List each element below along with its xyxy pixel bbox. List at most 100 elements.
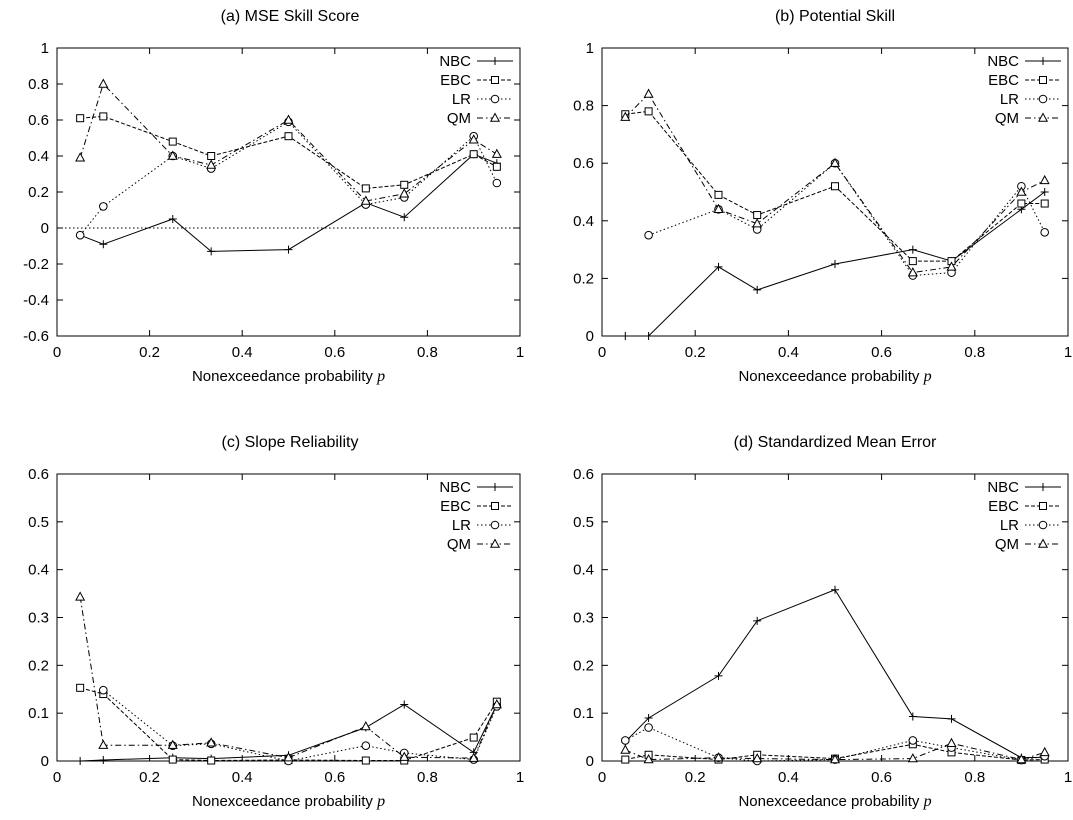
- series-line-qm: [79, 596, 498, 759]
- x-tick-label: 1: [1064, 769, 1072, 786]
- legend-marker: [1039, 76, 1047, 84]
- y-tick-label: -0.6: [23, 328, 49, 345]
- series-line-ebc: [80, 687, 498, 762]
- x-tick-label: 1: [516, 769, 524, 786]
- data-point-nbc: [400, 213, 409, 222]
- legend-entry-nbc: NBC: [987, 479, 1061, 496]
- series-qm: [620, 737, 1050, 764]
- legend-marker: [1039, 483, 1047, 491]
- data-point-nbc: [207, 247, 216, 256]
- x-axis-label: Nonexceedance probability p: [738, 793, 931, 810]
- x-tick-label: 0.4: [778, 769, 799, 786]
- x-tick-label: 0.4: [232, 344, 253, 361]
- series-ebc: [76, 112, 501, 193]
- data-point-qm: [1039, 746, 1050, 757]
- legend-entry-nbc: NBC: [987, 53, 1061, 70]
- y-tick-label: 0.2: [28, 184, 49, 201]
- data-point-qm: [1016, 754, 1027, 764]
- legend-entry-lr: LR: [452, 91, 513, 108]
- data-point-ebc: [469, 150, 478, 159]
- x-tick-label: 0.8: [964, 769, 985, 786]
- series-nbc: [621, 188, 1049, 340]
- plot-frame: [601, 473, 1069, 762]
- data-point-ebc: [753, 211, 762, 220]
- legend-entry-lr: LR: [1000, 91, 1061, 108]
- y-tick-label: 0.4: [573, 213, 594, 230]
- data-point-qm: [399, 188, 410, 198]
- data-point-ebc: [908, 257, 917, 266]
- y-tick-label: 0.4: [573, 562, 594, 579]
- data-point-qm: [98, 739, 109, 749]
- data-point-qm: [829, 754, 841, 764]
- data-point-qm: [360, 195, 371, 205]
- series-lr: [99, 685, 502, 766]
- series-qm: [620, 88, 1050, 277]
- data-point-lr: [99, 685, 108, 695]
- x-tick-label: 0.4: [778, 344, 799, 361]
- legend-marker: [491, 57, 499, 65]
- legend-marker: [491, 483, 499, 491]
- y-tick-label: 0.2: [573, 657, 594, 674]
- data-point-ebc: [361, 184, 370, 193]
- data-point-ebc: [284, 132, 293, 141]
- plot-frame: [56, 47, 521, 337]
- data-point-nbc: [644, 332, 653, 340]
- data-point-qm: [399, 751, 410, 761]
- legend-marker: [1039, 502, 1047, 510]
- legend-marker: [1037, 112, 1049, 122]
- y-tick-label: 0.6: [28, 112, 49, 129]
- legend-marker: [1039, 57, 1047, 65]
- legend-label: LR: [1000, 517, 1019, 534]
- series-ebc: [621, 107, 1049, 266]
- data-point-qm: [468, 752, 479, 762]
- data-point-ebc: [831, 182, 839, 191]
- data-point-qm: [491, 699, 502, 709]
- data-point-lr: [75, 230, 85, 240]
- data-point-lr: [1040, 228, 1049, 237]
- data-point-ebc: [1017, 199, 1026, 208]
- data-point-qm: [643, 754, 654, 764]
- data-point-qm: [1039, 174, 1050, 185]
- data-point-nbc: [76, 757, 85, 765]
- y-tick-label: 0.8: [28, 76, 49, 93]
- legend-marker: [489, 112, 501, 122]
- data-point-nbc: [1040, 188, 1049, 196]
- legend-marker: [491, 502, 499, 510]
- legend-entry-ebc: EBC: [988, 72, 1061, 89]
- y-tick-label: 0.6: [573, 155, 594, 172]
- data-point-ebc: [361, 756, 370, 765]
- x-tick-label: 1: [516, 344, 524, 361]
- legend-label: QM: [447, 110, 471, 127]
- x-tick-label: 0: [53, 344, 61, 361]
- x-axis-label: Nonexceedance probability p: [738, 368, 931, 385]
- data-point-nbc: [714, 262, 723, 271]
- legend-marker: [490, 94, 500, 104]
- y-tick-label: 0.5: [573, 514, 594, 531]
- legend-entry-qm: QM: [447, 536, 513, 553]
- data-point-qm: [620, 111, 631, 121]
- data-point-qm: [829, 157, 841, 167]
- data-point-ebc: [714, 190, 723, 199]
- x-axis-label: Nonexceedance probability p: [192, 368, 385, 385]
- legend-entry-ebc: EBC: [440, 498, 513, 515]
- x-axis-label: Nonexceedance probability p: [192, 793, 385, 810]
- data-point-qm: [620, 744, 631, 754]
- legend-marker: [1038, 520, 1048, 530]
- legend-marker: [491, 76, 499, 84]
- data-point-ebc: [168, 137, 177, 146]
- series-nbc: [76, 150, 501, 256]
- series-line-ebc: [80, 115, 498, 189]
- data-point-ebc: [207, 756, 216, 765]
- series-line-nbc: [80, 153, 497, 252]
- data-point-qm: [946, 737, 957, 748]
- series-line-nbc: [624, 589, 1045, 759]
- data-point-nbc: [714, 671, 723, 680]
- plot-frame: [56, 473, 521, 762]
- y-tick-label: 0.6: [573, 466, 594, 483]
- series-lr: [644, 158, 1049, 280]
- y-tick-label: 0: [41, 220, 49, 237]
- legend-label: NBC: [439, 53, 471, 70]
- data-point-nbc: [908, 712, 917, 721]
- data-point-qm: [283, 752, 294, 762]
